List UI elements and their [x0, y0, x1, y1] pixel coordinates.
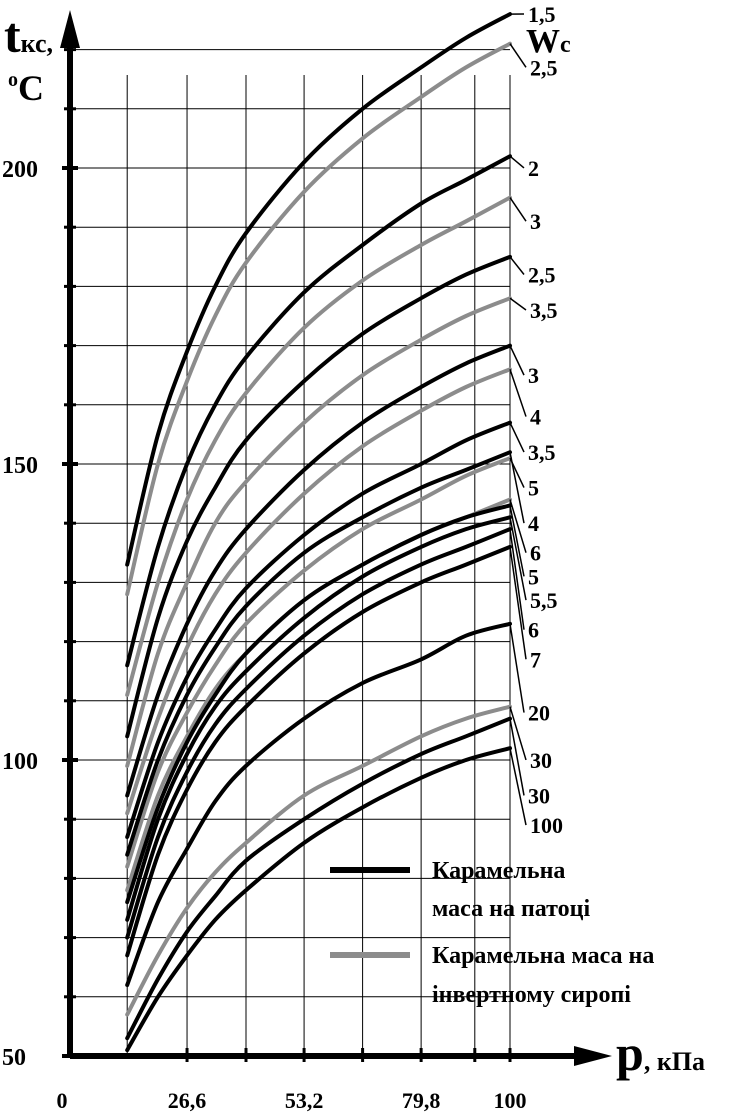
label-leader — [509, 369, 527, 417]
legend-gray-line1: Карамельна маса на — [432, 943, 654, 969]
series-line — [125, 154, 512, 668]
y-tick-label: 50 — [2, 1045, 26, 1071]
series-line — [125, 12, 512, 567]
series-line — [125, 456, 512, 869]
series-line — [125, 41, 512, 597]
legend-black-line1: Карамельна — [432, 858, 565, 884]
x-axis-label: p, кПа — [616, 1025, 705, 1081]
label-leader — [509, 517, 527, 601]
series-line — [125, 450, 512, 857]
curve-key-label: WWcc — [526, 23, 571, 60]
series-line — [125, 296, 512, 768]
series-line — [125, 621, 512, 987]
y-tick-label: 100 — [2, 749, 38, 775]
x-tick-label: 26,6 — [168, 1088, 207, 1113]
curve-label: 2 — [528, 156, 539, 181]
curve-label: 4 — [530, 405, 541, 430]
series-line — [125, 254, 512, 739]
legend-black-line2: маса на патоці — [432, 896, 590, 922]
curve-label: 2,5 — [528, 262, 556, 287]
label-leader — [509, 718, 525, 796]
x-tick-label: 0 — [57, 1088, 68, 1113]
series-line — [125, 746, 512, 1053]
curve-label: 100 — [530, 813, 563, 838]
y-tick-label: 200 — [2, 157, 38, 183]
series-line — [125, 367, 512, 816]
label-leader — [509, 155, 525, 169]
y-axis-label: tкс, — [4, 7, 53, 63]
label-leader — [509, 529, 525, 630]
curve-label: 30 — [528, 783, 550, 808]
x-tick-label: 53,2 — [285, 1088, 324, 1113]
curve-label: 20 — [528, 701, 550, 726]
y-tick-label: 150 — [2, 453, 38, 479]
axes — [60, 10, 612, 1066]
curve-label: 5 — [528, 476, 539, 501]
series-line — [125, 527, 512, 940]
curve-label: 7 — [530, 647, 541, 672]
y-axis-arrow — [60, 10, 80, 48]
ticks: 50 100 150 200 0 26,6 53,2 79,8 100 — [2, 48, 527, 1113]
curve-label: 5 — [528, 564, 539, 589]
curve-label: 3 — [528, 363, 539, 388]
curve-label: 4 — [528, 511, 539, 536]
curve-label: 30 — [530, 748, 552, 773]
label-leader — [509, 452, 525, 524]
y-axis-label-sub: кс, — [21, 29, 53, 58]
label-leader — [509, 505, 525, 577]
series-line — [125, 716, 512, 1041]
label-leader — [509, 197, 527, 222]
curve-label: 3,5 — [530, 298, 558, 323]
curve-label: 3,5 — [528, 440, 556, 465]
x-tick-label: 79,8 — [402, 1088, 441, 1113]
curve-label: 2,5 — [530, 55, 558, 80]
x-tick-label: 100 — [494, 1088, 527, 1113]
y-axis-unit: oC — [8, 68, 44, 108]
legend-gray-line2: інвертному сиропі — [432, 982, 631, 1008]
curve-label: 1,5 — [528, 2, 556, 27]
series-line — [125, 544, 512, 958]
series-line — [125, 515, 512, 922]
series-line — [125, 420, 512, 839]
label-leader — [509, 499, 527, 553]
label-leader — [509, 345, 525, 376]
label-leader — [509, 748, 527, 826]
curve-label: 6 — [528, 618, 539, 643]
label-leader — [509, 256, 525, 275]
series-line — [125, 503, 512, 905]
legend: Карамельна маса на патоці Карамельна мас… — [330, 858, 654, 1008]
curve-label: 6 — [530, 541, 541, 566]
label-leader — [509, 422, 525, 453]
label-leader — [509, 297, 527, 311]
label-leader — [509, 43, 527, 68]
series-line — [125, 704, 512, 1017]
curve-label: 3 — [530, 209, 541, 234]
label-leader — [509, 546, 527, 660]
series-line — [125, 343, 512, 798]
label-leader — [509, 623, 525, 713]
x-axis-arrow — [574, 1046, 612, 1066]
label-leader — [509, 706, 527, 761]
series-line — [125, 195, 512, 697]
curves — [125, 12, 512, 1053]
curve-label: 5,5 — [530, 588, 558, 613]
